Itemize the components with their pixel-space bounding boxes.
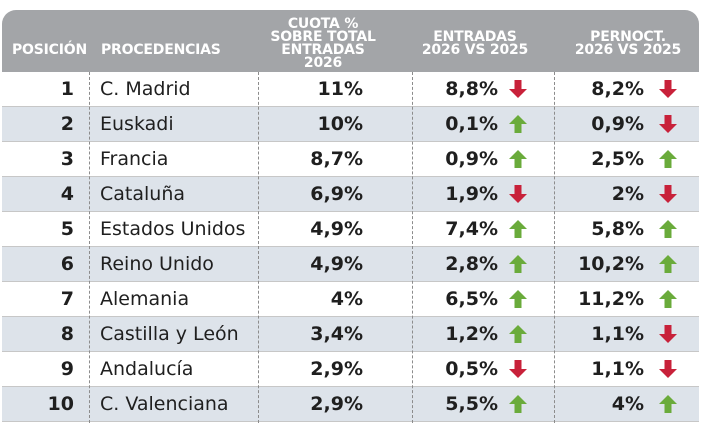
up-arrow-icon xyxy=(509,325,527,343)
row-position: 9 xyxy=(60,358,74,380)
row-cuota: 4,9% xyxy=(310,218,363,240)
row-cuota: 4,9% xyxy=(310,253,363,275)
row-pernoct: 2,5% xyxy=(591,148,644,170)
row-position: 3 xyxy=(60,148,74,170)
row-entradas: 0,1% xyxy=(445,113,498,135)
down-arrow-icon xyxy=(659,360,677,378)
row-cuota: 6,9% xyxy=(310,183,363,205)
up-arrow-icon xyxy=(509,150,527,168)
row-pernoct: 5,8% xyxy=(591,218,644,240)
column-divider xyxy=(258,72,259,423)
row-procedencia: Cataluña xyxy=(100,183,186,205)
row-cuota: 11% xyxy=(317,78,363,100)
row-position: 10 xyxy=(47,393,74,415)
row-procedencia: Castilla y León xyxy=(100,323,239,345)
header-posicion: POSICIÓN xyxy=(12,42,87,58)
up-arrow-icon xyxy=(509,290,527,308)
down-arrow-icon xyxy=(509,185,527,203)
row-cuota: 2,9% xyxy=(310,393,363,415)
table-header: POSICIÓN PROCEDENCIAS CUOTA % SOBRE TOTA… xyxy=(2,10,699,72)
down-arrow-icon xyxy=(659,80,677,98)
up-arrow-icon xyxy=(659,150,677,168)
row-cuota: 3,4% xyxy=(310,323,363,345)
row-position: 6 xyxy=(60,253,74,275)
row-entradas: 1,2% xyxy=(445,323,498,345)
up-arrow-icon xyxy=(659,290,677,308)
up-arrow-icon xyxy=(509,220,527,238)
column-divider xyxy=(412,72,413,423)
table-row: 1 C. Madrid 11% 8,8% 8,2% xyxy=(2,72,699,107)
header-cuota-line3: ENTRADAS 2026 xyxy=(281,42,365,71)
row-procedencia: Andalucía xyxy=(100,358,194,380)
row-procedencia: Alemania xyxy=(100,288,190,310)
header-pernoct-line2: 2026 vs 2025 xyxy=(574,42,682,58)
row-position: 5 xyxy=(60,218,74,240)
header-procedencias: PROCEDENCIAS xyxy=(101,42,221,58)
row-procedencia: Reino Unido xyxy=(100,253,214,275)
table-row: 3 Francia 8,7% 0,9% 2,5% xyxy=(2,142,699,177)
up-arrow-icon xyxy=(659,220,677,238)
header-cuota-line1: CUOTA % xyxy=(287,16,359,32)
row-entradas: 0,9% xyxy=(445,148,498,170)
row-position: 8 xyxy=(60,323,74,345)
row-entradas: 8,8% xyxy=(445,78,498,100)
down-arrow-icon xyxy=(659,115,677,133)
row-pernoct: 0,9% xyxy=(591,113,644,135)
down-arrow-icon xyxy=(509,360,527,378)
row-position: 7 xyxy=(60,288,74,310)
table-row: 9 Andalucía 2,9% 0,5% 1,1% xyxy=(2,352,699,387)
header-entradas: ENTRADAS 2026 vs 2025 xyxy=(420,29,530,58)
row-procedencia: Francia xyxy=(100,148,169,170)
row-pernoct: 1,1% xyxy=(591,358,644,380)
row-pernoct: 8,2% xyxy=(591,78,644,100)
up-arrow-icon xyxy=(659,255,677,273)
row-pernoct: 4% xyxy=(611,393,644,415)
row-position: 4 xyxy=(60,183,74,205)
row-position: 1 xyxy=(60,78,74,100)
row-pernoct: 1,1% xyxy=(591,323,644,345)
down-arrow-icon xyxy=(659,325,677,343)
row-entradas: 7,4% xyxy=(445,218,498,240)
table-body: 1 C. Madrid 11% 8,8% 8,2% 2 Euskadi 10% 0,1% 0,9%… xyxy=(2,72,699,422)
up-arrow-icon xyxy=(659,395,677,413)
header-pernoct-line1: PERNOCT. xyxy=(590,29,666,45)
column-divider xyxy=(89,72,90,423)
row-pernoct: 11,2% xyxy=(578,288,644,310)
row-position: 2 xyxy=(60,113,74,135)
row-pernoct: 10,2% xyxy=(578,253,644,275)
table-row: 6 Reino Unido 4,9% 2,8% 10,2% xyxy=(2,247,699,282)
table-row: 5 Estados Unidos 4,9% 7,4% 5,8% xyxy=(2,212,699,247)
up-arrow-icon xyxy=(509,255,527,273)
up-arrow-icon xyxy=(509,395,527,413)
row-procedencia: C. Madrid xyxy=(100,78,191,100)
table-row: 4 Cataluña 6,9% 1,9% 2% xyxy=(2,177,699,212)
column-divider xyxy=(554,72,555,423)
table-row: 7 Alemania 4% 6,5% 11,2% xyxy=(2,282,699,317)
header-entradas-line2: 2026 vs 2025 xyxy=(421,42,529,58)
row-cuota: 2,9% xyxy=(310,358,363,380)
table-row: 2 Euskadi 10% 0,1% 0,9% xyxy=(2,107,699,142)
row-entradas: 1,9% xyxy=(445,183,498,205)
header-cuota-line2: SOBRE TOTAL xyxy=(270,29,376,45)
header-pernoct: PERNOCT. 2026 vs 2025 xyxy=(572,29,684,58)
row-procedencia: Estados Unidos xyxy=(100,218,246,240)
row-cuota: 10% xyxy=(317,113,363,135)
row-entradas: 5,5% xyxy=(445,393,498,415)
down-arrow-icon xyxy=(659,185,677,203)
ranking-table: POSICIÓN PROCEDENCIAS CUOTA % SOBRE TOTA… xyxy=(2,10,699,423)
row-entradas: 2,8% xyxy=(445,253,498,275)
down-arrow-icon xyxy=(509,80,527,98)
row-procedencia: Euskadi xyxy=(100,113,174,135)
header-entradas-line1: ENTRADAS xyxy=(433,29,517,45)
row-entradas: 6,5% xyxy=(445,288,498,310)
table-row: 10 C. Valenciana 2,9% 5,5% 4% xyxy=(2,387,699,422)
table-row: 8 Castilla y León 3,4% 1,2% 1,1% xyxy=(2,317,699,352)
row-pernoct: 2% xyxy=(611,183,644,205)
up-arrow-icon xyxy=(509,115,527,133)
row-cuota: 8,7% xyxy=(310,148,363,170)
row-cuota: 4% xyxy=(330,288,363,310)
header-cuota: CUOTA % SOBRE TOTAL ENTRADAS 2026 xyxy=(264,16,382,71)
row-entradas: 0,5% xyxy=(445,358,498,380)
row-procedencia: C. Valenciana xyxy=(100,393,229,415)
